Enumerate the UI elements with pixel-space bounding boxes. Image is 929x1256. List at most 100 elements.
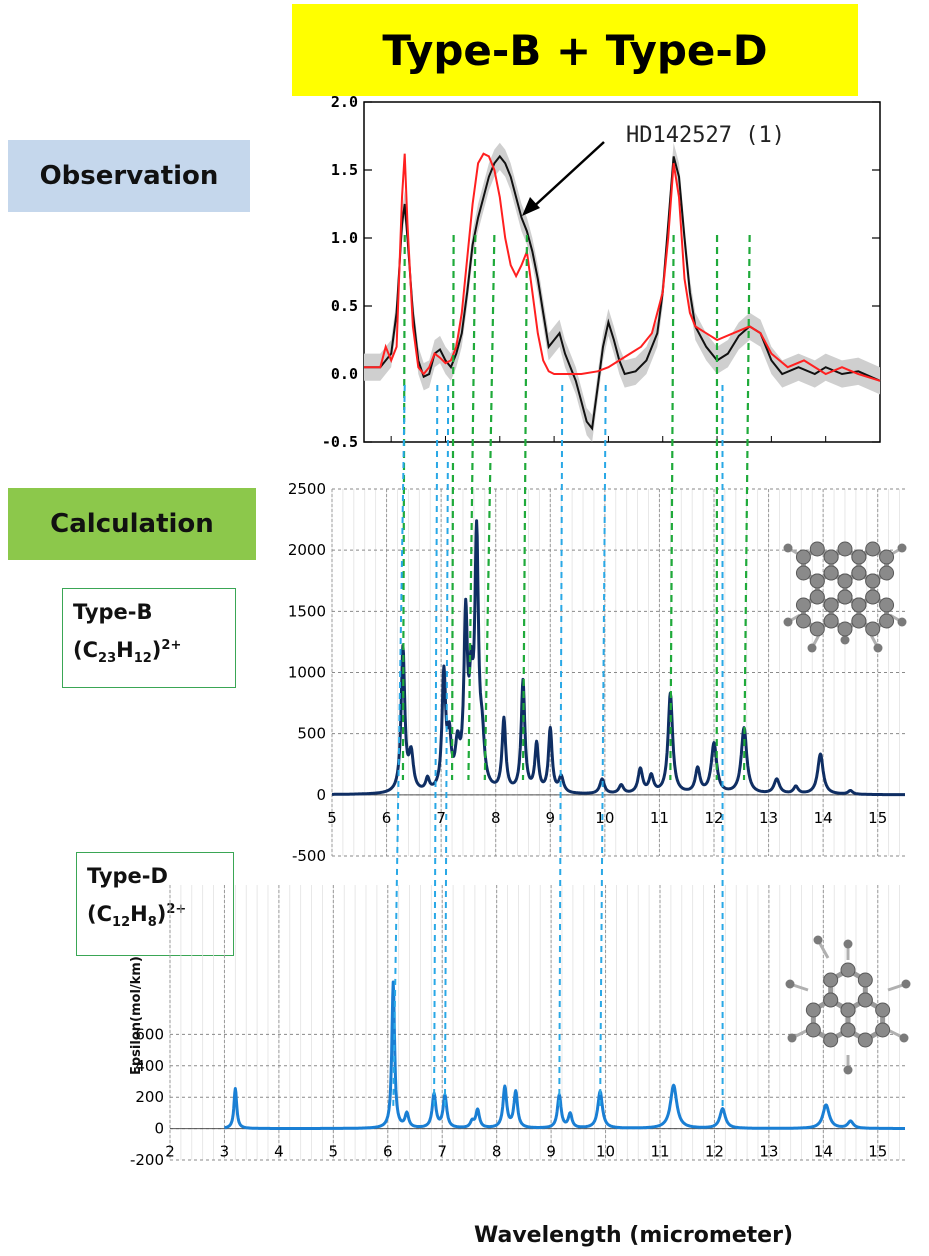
obs-y-tick-label: 2.0 xyxy=(331,93,358,111)
obs-y-tick-label: 0.5 xyxy=(331,297,358,315)
type-d-molecule-label: Type-D (C12H8)2+ xyxy=(76,852,234,956)
x-axis-label: Wavelength (micrometer) xyxy=(474,1223,793,1248)
type-d-y-tick-label: 400 xyxy=(135,1057,164,1075)
type-b-y-tick-label: 1500 xyxy=(288,602,326,620)
type-b-y-tick-label: 0 xyxy=(316,786,326,804)
type-b-molecule-hydrogen-atom xyxy=(807,643,817,653)
type-d-name: Type-D xyxy=(87,864,168,888)
chart-title: Type-B + Type-D xyxy=(292,4,858,96)
type-b-molecule-hydrogen-atom xyxy=(783,617,793,627)
type-b-x-tick-label: 8 xyxy=(491,809,501,827)
type-b-x-tick-label: 7 xyxy=(436,809,446,827)
type-d-h: H xyxy=(130,902,148,926)
observation-panel: 2.0 1.5 1.0 0.5 0.0 -0.5 xyxy=(322,93,881,451)
type-b-panel: 2500 2000 1500 1000 500 0 -500 5 6 7 8 9 10 11 12 13 14 1… xyxy=(288,480,906,865)
type-b-molecule-carbon-atom xyxy=(823,565,839,581)
type-d-x-tick-label: 9 xyxy=(546,1143,556,1161)
obs-red-series xyxy=(364,152,881,382)
type-d-molecule-carbon-atom xyxy=(840,962,856,978)
type-b-y-tick-label: 2000 xyxy=(288,541,326,559)
type-d-molecule-carbon-atom xyxy=(857,1032,873,1048)
molecule-structures xyxy=(783,541,911,1075)
type-b-y-tick-label: -500 xyxy=(292,847,326,865)
observation-label: Observation xyxy=(8,140,250,212)
type-b-molecule-hydrogen-atom xyxy=(897,617,907,627)
type-b-y-tick-label: 500 xyxy=(297,725,326,743)
peak-guide-lines xyxy=(392,234,751,1111)
type-d-y-tick-label: 0 xyxy=(154,1120,164,1138)
type-b-formula: (C23H12)2+ xyxy=(73,638,182,667)
type-d-molecule-hydrogen-atom xyxy=(899,1033,909,1043)
type-b-molecule-carbon-atom xyxy=(851,613,867,629)
type-b-molecule-carbon-atom xyxy=(865,573,881,589)
green-guide-line xyxy=(669,234,675,781)
type-b-molecule-carbon-atom xyxy=(809,589,825,605)
type-b-h: H xyxy=(116,638,134,662)
type-b-molecule-carbon-atom xyxy=(795,549,811,565)
calculation-label: Calculation xyxy=(8,488,256,560)
type-d-panel: 600 400 200 0 -200 2 3 4 5 6 7 8 9 10 11 12 13 14 15 xyxy=(130,885,906,1169)
type-b-y-tick-label: 2500 xyxy=(288,480,326,498)
type-d-molecule-carbon-atom xyxy=(823,1032,839,1048)
type-d-molecule-hydrogen-atom xyxy=(813,935,823,945)
type-b-molecule-carbon-atom xyxy=(809,541,825,557)
type-b-molecule-carbon-atom xyxy=(809,621,825,637)
type-d-molecule-carbon-atom xyxy=(857,972,873,988)
type-d-molecule-carbon-atom xyxy=(857,992,873,1008)
type-b-spectrum-line xyxy=(331,519,906,797)
type-d-molecule-hydrogen-atom xyxy=(787,1033,797,1043)
type-b-x-tick-label: 10 xyxy=(595,809,614,827)
type-b-x-tick-label: 5 xyxy=(327,809,337,827)
type-b-h-count: 12 xyxy=(133,651,152,667)
green-guide-line xyxy=(521,234,529,781)
type-d-c: C xyxy=(96,902,113,926)
type-d-x-tick-label: 7 xyxy=(437,1143,447,1161)
type-d-x-tick-label: 3 xyxy=(220,1143,230,1161)
type-d-x-tick-label: 12 xyxy=(705,1143,724,1161)
type-b-x-tick-label: 9 xyxy=(546,809,556,827)
hd142527-annotation: HD142527 (1) xyxy=(626,123,785,148)
type-d-charge: 2+ xyxy=(166,902,187,917)
obs-y-tick-label: 1.0 xyxy=(331,229,358,247)
type-d-x-tick-label: 8 xyxy=(492,1143,502,1161)
type-d-x-tick-label: 15 xyxy=(868,1143,887,1161)
green-guide-line xyxy=(467,234,477,781)
annotation-arrow xyxy=(529,141,605,211)
type-b-c: C xyxy=(82,638,99,662)
type-b-molecule-carbon-atom xyxy=(851,549,867,565)
type-d-x-tick-label: 4 xyxy=(274,1143,284,1161)
type-d-y-tick-label: 200 xyxy=(135,1088,164,1106)
type-d-molecule-carbon-atom xyxy=(840,1022,856,1038)
type-b-molecule-hydrogen-atom xyxy=(897,543,907,553)
type-b-c-count: 23 xyxy=(98,651,117,667)
blue-guide-line xyxy=(433,384,439,1111)
type-d-x-tick-label: 13 xyxy=(759,1143,778,1161)
blue-guide-line xyxy=(443,384,450,1111)
obs-black-series xyxy=(364,154,881,431)
type-d-spectrum-line xyxy=(223,980,906,1130)
type-b-molecule-carbon-atom xyxy=(823,597,839,613)
type-d-molecule-hydrogen-atom xyxy=(843,1065,853,1075)
type-b-molecule-carbon-atom xyxy=(865,541,881,557)
type-d-formula: (C12H8)2+ xyxy=(87,902,187,931)
type-d-x-tick-label: 14 xyxy=(814,1143,833,1161)
type-b-molecule-carbon-atom xyxy=(823,613,839,629)
type-b-x-tick-label: 15 xyxy=(868,809,887,827)
type-b-molecule-carbon-atom xyxy=(851,565,867,581)
type-b-x-tick-label: 14 xyxy=(814,809,833,827)
type-d-y-tick-label: -200 xyxy=(130,1151,164,1169)
type-d-x-tick-label: 2 xyxy=(165,1143,175,1161)
type-b-y-tick-label: 1000 xyxy=(288,664,326,682)
type-d-molecule-carbon-atom xyxy=(823,972,839,988)
obs-y-tick-label: 1.5 xyxy=(331,161,358,179)
type-b-molecule-carbon-atom xyxy=(865,589,881,605)
type-d-molecule-carbon-atom xyxy=(805,1022,821,1038)
type-d-y-tick-label: 600 xyxy=(135,1025,164,1043)
type-d-molecule-carbon-atom xyxy=(875,1002,891,1018)
type-b-molecule-carbon-atom xyxy=(865,621,881,637)
type-b-molecule-carbon-atom xyxy=(795,613,811,629)
type-b-molecule-label: Type-B (C23H12)2+ xyxy=(62,588,236,688)
type-b-x-tick-label: 6 xyxy=(382,809,392,827)
type-d-x-tick-label: 5 xyxy=(329,1143,339,1161)
type-d-molecule-carbon-atom xyxy=(875,1022,891,1038)
